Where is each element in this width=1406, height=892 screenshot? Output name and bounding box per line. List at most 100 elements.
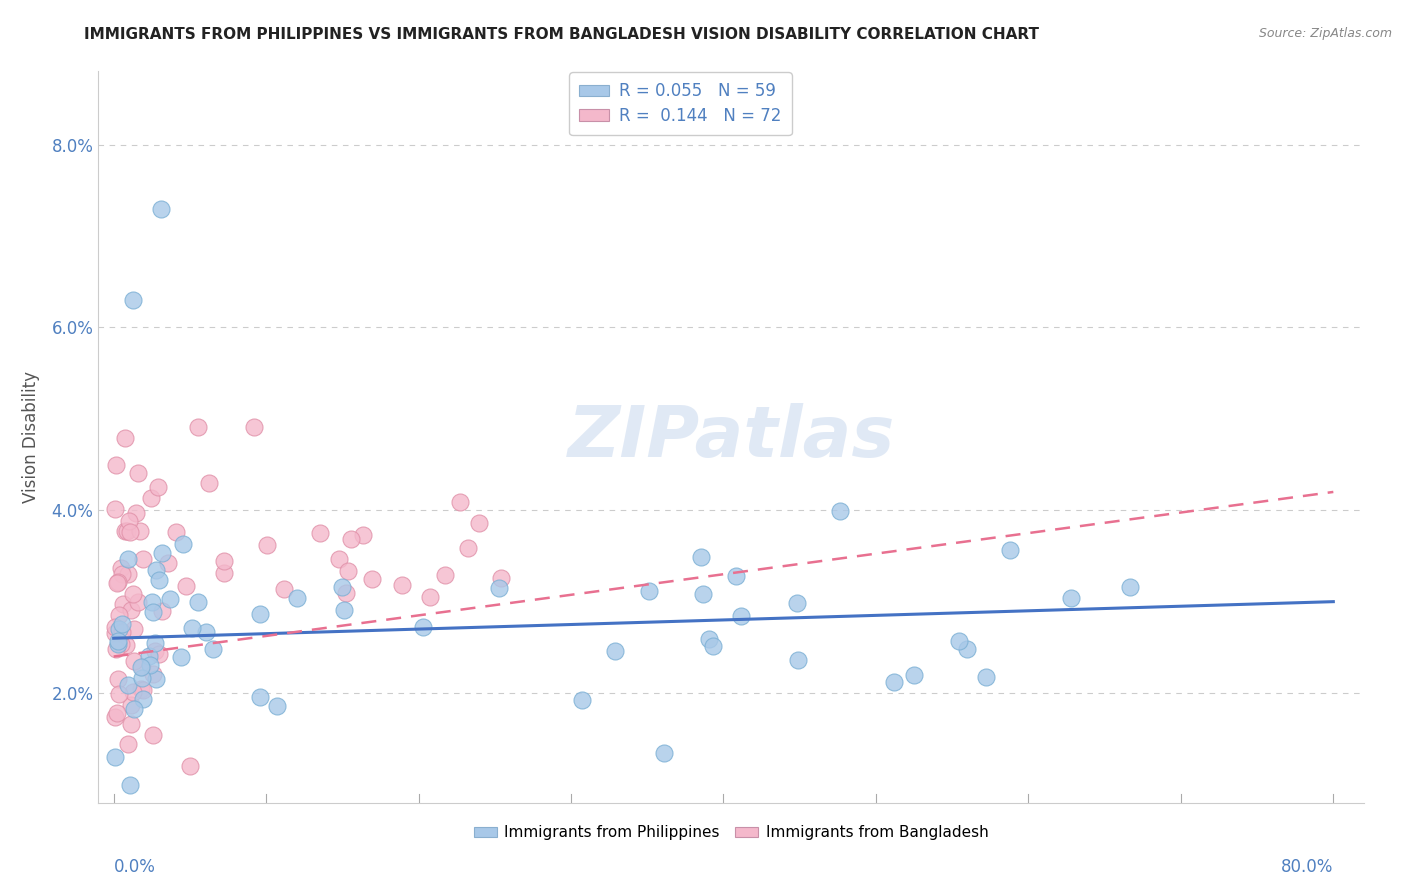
Point: [174, 579, 197, 593]
Point: [146, 480, 169, 494]
Point: [131, 659, 153, 673]
Text: IMMIGRANTS FROM PHILIPPINES VS IMMIGRANTS FROM BANGLADESH VISION DISABILITY CORR: IMMIGRANTS FROM PHILIPPINES VS IMMIGRANT…: [84, 27, 1039, 42]
Point: [335, 585, 357, 599]
Point: [149, 202, 172, 216]
Point: [340, 532, 363, 546]
Point: [273, 582, 295, 596]
Text: ZIPatlas: ZIPatlas: [568, 402, 894, 472]
Point: [142, 605, 165, 619]
Point: [724, 569, 747, 583]
Text: 0.0%: 0.0%: [114, 858, 156, 876]
Point: [242, 420, 264, 434]
Point: [148, 647, 170, 661]
Point: [129, 524, 152, 538]
Point: [249, 607, 271, 622]
Point: [187, 420, 209, 434]
Point: [361, 572, 384, 586]
Point: [105, 575, 128, 590]
Point: [117, 566, 139, 581]
Point: [104, 750, 127, 764]
Point: [143, 636, 166, 650]
Point: [120, 524, 142, 539]
Point: [105, 706, 128, 720]
Point: [111, 597, 134, 611]
Point: [111, 624, 134, 639]
Point: [148, 573, 170, 587]
Text: 80.0%: 80.0%: [1281, 858, 1333, 876]
Point: [104, 710, 127, 724]
Point: [285, 591, 308, 606]
Point: [212, 554, 235, 568]
Point: [195, 624, 218, 639]
Point: [198, 475, 221, 490]
Point: [145, 644, 167, 658]
Point: [457, 541, 479, 555]
Point: [125, 506, 148, 520]
Point: [108, 607, 131, 622]
Text: Source: ZipAtlas.com: Source: ZipAtlas.com: [1258, 27, 1392, 40]
Point: [117, 552, 139, 566]
Legend: Immigrants from Philippines, Immigrants from Bangladesh: Immigrants from Philippines, Immigrants …: [468, 819, 994, 847]
Point: [145, 563, 167, 577]
Point: [115, 638, 138, 652]
Point: [132, 552, 155, 566]
Point: [150, 604, 173, 618]
Point: [412, 620, 434, 634]
Point: [212, 566, 235, 580]
Point: [249, 690, 271, 705]
Point: [419, 590, 441, 604]
Point: [328, 552, 350, 566]
Point: [488, 582, 510, 596]
Point: [122, 622, 145, 636]
Point: [139, 491, 162, 505]
Point: [699, 632, 721, 647]
Point: [118, 514, 141, 528]
Point: [172, 537, 194, 551]
Point: [139, 658, 162, 673]
Point: [107, 622, 129, 636]
Point: [124, 702, 146, 716]
Point: [111, 567, 134, 582]
Point: [690, 550, 713, 565]
Point: [107, 575, 129, 590]
Point: [115, 524, 138, 539]
Point: [141, 595, 163, 609]
Point: [883, 674, 905, 689]
Point: [132, 692, 155, 706]
Point: [1000, 543, 1022, 558]
Point: [571, 693, 593, 707]
Point: [114, 524, 136, 538]
Point: [332, 603, 354, 617]
Point: [692, 587, 714, 601]
Point: [127, 466, 149, 480]
Point: [104, 502, 127, 516]
Point: [120, 602, 142, 616]
Point: [159, 592, 181, 607]
Point: [730, 609, 752, 624]
Point: [110, 637, 132, 651]
Point: [107, 673, 129, 687]
Point: [127, 595, 149, 609]
Point: [121, 293, 143, 307]
Point: [117, 737, 139, 751]
Point: [956, 642, 979, 657]
Point: [142, 728, 165, 742]
Point: [1119, 580, 1142, 594]
Point: [129, 682, 152, 697]
Point: [330, 580, 353, 594]
Point: [107, 636, 129, 650]
Point: [104, 642, 127, 657]
Point: [391, 578, 413, 592]
Point: [702, 639, 724, 653]
Point: [165, 525, 187, 540]
Point: [903, 668, 925, 682]
Point: [104, 458, 127, 472]
Point: [145, 672, 167, 686]
Point: [104, 620, 127, 634]
Point: [181, 621, 204, 635]
Y-axis label: Vision Disability: Vision Disability: [22, 371, 41, 503]
Point: [111, 617, 134, 632]
Point: [337, 565, 360, 579]
Point: [124, 654, 146, 668]
Point: [150, 546, 173, 560]
